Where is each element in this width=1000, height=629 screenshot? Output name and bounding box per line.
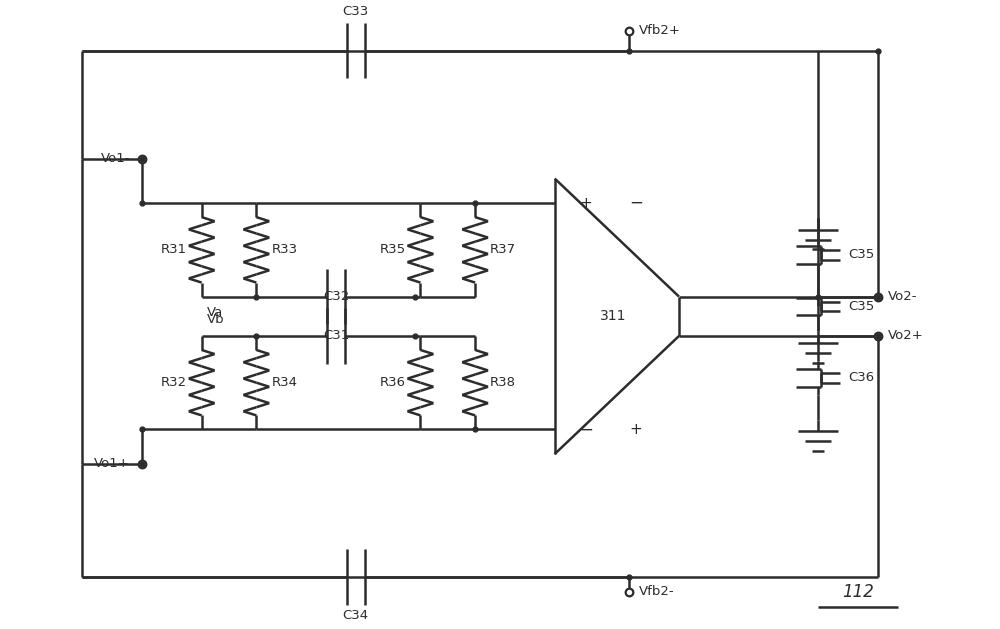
Text: C35: C35	[848, 248, 874, 261]
Text: R32: R32	[161, 376, 187, 389]
Text: Vo2-: Vo2-	[888, 290, 917, 303]
Text: Va: Va	[207, 306, 223, 320]
Text: R38: R38	[490, 376, 516, 389]
Text: 112: 112	[842, 583, 874, 601]
Text: Vo1+: Vo1+	[94, 457, 130, 470]
Text: Vo2+: Vo2+	[888, 330, 924, 342]
Text: 311: 311	[599, 309, 626, 323]
Text: R37: R37	[490, 243, 516, 257]
Text: Vfb2+: Vfb2+	[639, 25, 681, 37]
Text: C36: C36	[848, 371, 874, 384]
Text: +: +	[629, 422, 642, 437]
Text: C34: C34	[343, 610, 369, 623]
Text: Vo1-: Vo1-	[101, 152, 130, 165]
Text: R36: R36	[380, 376, 406, 389]
Text: +: +	[580, 196, 592, 211]
Text: C35: C35	[848, 300, 874, 313]
Text: C32: C32	[323, 291, 349, 303]
Text: C33: C33	[343, 5, 369, 18]
Text: Vfb2-: Vfb2-	[639, 585, 675, 598]
Text: R33: R33	[271, 243, 297, 257]
Text: C31: C31	[323, 329, 349, 342]
Text: Vb: Vb	[207, 313, 224, 326]
Text: R31: R31	[161, 243, 187, 257]
Text: R35: R35	[379, 243, 406, 257]
Text: −: −	[629, 194, 643, 212]
Text: R34: R34	[271, 376, 297, 389]
Text: −: −	[580, 420, 593, 438]
